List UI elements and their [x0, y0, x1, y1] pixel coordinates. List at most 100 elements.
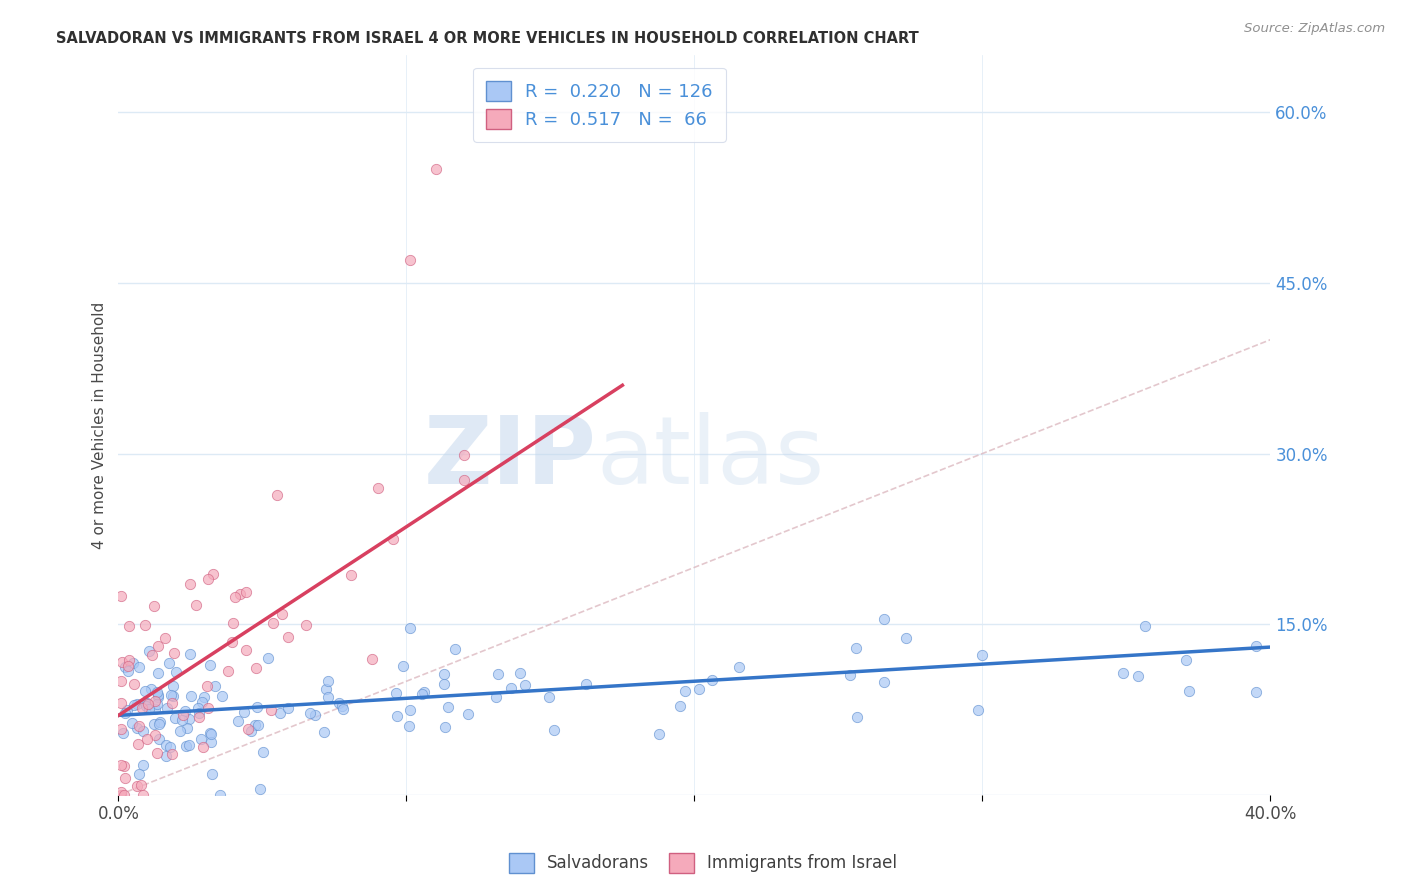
Point [111, 725, 134, 739]
Point [190, 732, 212, 747]
Point [179, 577, 201, 591]
Point [122, 698, 145, 712]
Point [177, 712, 200, 726]
Point [142, 599, 165, 614]
Point [217, 664, 239, 678]
Point [114, 659, 136, 673]
Point [143, 716, 166, 731]
Point [122, 677, 145, 691]
Point [673, 683, 696, 698]
Point [648, 727, 671, 741]
Point [112, 788, 135, 802]
Point [669, 699, 692, 714]
Point [315, 681, 337, 696]
Point [190, 695, 212, 709]
Point [702, 673, 724, 687]
Point [129, 778, 152, 792]
Point [138, 702, 160, 716]
Point [122, 657, 145, 671]
Point [132, 724, 155, 739]
Point [222, 615, 245, 630]
Point [110, 757, 132, 772]
Legend: R =  0.220   N = 126, R =  0.517   N =  66: R = 0.220 N = 126, R = 0.517 N = 66 [472, 68, 725, 142]
Point [177, 738, 200, 752]
Text: ZIP: ZIP [423, 412, 596, 504]
Point [180, 689, 202, 703]
Point [201, 767, 224, 781]
Point [260, 703, 283, 717]
Point [143, 702, 166, 716]
Point [433, 676, 456, 690]
Point [537, 690, 560, 704]
Point [392, 659, 415, 673]
Point [187, 701, 209, 715]
Point [208, 788, 231, 802]
Point [252, 745, 274, 759]
Point [114, 771, 136, 785]
Point [160, 696, 183, 710]
Point [872, 674, 894, 689]
Point [266, 488, 288, 502]
Point [138, 644, 160, 658]
Point [434, 720, 457, 734]
Point [131, 788, 153, 802]
Point [134, 696, 156, 710]
Point [257, 651, 280, 665]
Point [118, 653, 141, 667]
Point [499, 681, 522, 695]
Point [845, 640, 868, 655]
Point [340, 568, 363, 582]
Point [385, 686, 408, 700]
Point [128, 767, 150, 781]
Text: atlas: atlas [596, 412, 825, 504]
Legend: Salvadorans, Immigrants from Israel: Salvadorans, Immigrants from Israel [502, 847, 904, 880]
Point [1244, 639, 1267, 653]
Point [148, 732, 170, 747]
Point [249, 781, 271, 796]
Point [135, 697, 157, 711]
Point [211, 690, 233, 704]
Point [162, 690, 184, 704]
Point [236, 722, 259, 736]
Point [121, 716, 143, 731]
Point [399, 253, 422, 268]
Point [200, 658, 222, 673]
Point [112, 759, 135, 773]
Point [148, 665, 170, 680]
Point [170, 714, 193, 728]
Point [149, 714, 172, 729]
Point [221, 635, 243, 649]
Point [127, 697, 149, 711]
Point [110, 673, 132, 688]
Point [728, 660, 751, 674]
Text: SALVADORAN VS IMMIGRANTS FROM ISRAEL 4 OR MORE VEHICLES IN HOUSEHOLD CORRELATION: SALVADORAN VS IMMIGRANTS FROM ISRAEL 4 O… [56, 31, 920, 46]
Point [294, 617, 316, 632]
Point [197, 572, 219, 586]
Point [437, 699, 460, 714]
Point [304, 708, 326, 723]
Point [114, 706, 136, 720]
Point [443, 641, 465, 656]
Point [138, 697, 160, 711]
Point [201, 567, 224, 582]
Point [118, 618, 141, 632]
Point [1112, 666, 1135, 681]
Point [688, 681, 710, 696]
Point [200, 727, 222, 741]
Point [513, 678, 536, 692]
Point [235, 584, 257, 599]
Point [155, 738, 177, 752]
Point [174, 704, 197, 718]
Point [235, 642, 257, 657]
Point [229, 587, 252, 601]
Point [1177, 684, 1199, 698]
Point [160, 747, 183, 762]
Point [160, 688, 183, 702]
Point [453, 448, 475, 462]
Point [399, 702, 422, 716]
Point [127, 737, 149, 751]
Point [411, 688, 433, 702]
Point [243, 718, 266, 732]
Point [262, 616, 284, 631]
Point [146, 690, 169, 704]
